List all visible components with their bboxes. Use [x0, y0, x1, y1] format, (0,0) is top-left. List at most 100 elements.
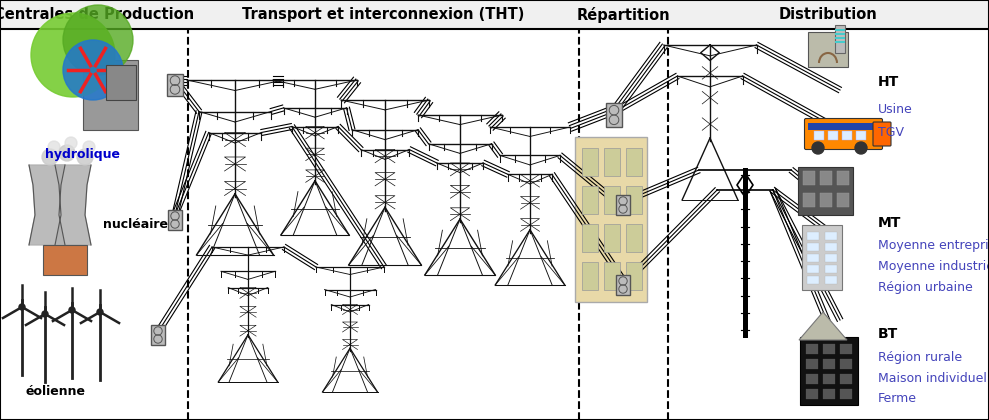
Text: HT: HT — [878, 75, 899, 89]
FancyBboxPatch shape — [873, 122, 891, 146]
Text: éolienne: éolienne — [25, 385, 85, 398]
Polygon shape — [55, 165, 91, 245]
Bar — [626, 262, 642, 290]
Bar — [803, 193, 815, 207]
Bar — [807, 243, 819, 251]
Text: Région rurale: Région rurale — [878, 351, 962, 363]
Text: MT: MT — [878, 215, 902, 230]
Bar — [604, 186, 620, 214]
Bar — [808, 32, 848, 67]
Bar — [837, 193, 849, 207]
Circle shape — [97, 309, 103, 315]
Bar — [604, 148, 620, 176]
Bar — [626, 224, 642, 252]
Text: Répartition: Répartition — [577, 7, 670, 23]
Bar — [823, 359, 835, 369]
Bar — [798, 167, 853, 215]
Bar — [837, 171, 849, 185]
Bar — [151, 325, 165, 345]
Bar — [807, 232, 819, 240]
Text: Usine: Usine — [878, 103, 913, 116]
Text: nucléaire: nucléaire — [103, 218, 168, 231]
Bar — [825, 276, 837, 284]
Circle shape — [812, 142, 824, 154]
Bar — [802, 340, 844, 368]
Bar — [807, 254, 819, 262]
Bar — [828, 131, 838, 140]
Bar — [825, 232, 837, 240]
Text: Région urbaine: Région urbaine — [878, 281, 973, 294]
Bar — [800, 337, 858, 405]
Circle shape — [31, 13, 115, 97]
Circle shape — [77, 149, 93, 165]
Bar — [835, 25, 845, 53]
Bar — [835, 37, 845, 39]
Bar — [616, 195, 630, 215]
Bar — [820, 193, 832, 207]
Text: Centrales de Production: Centrales de Production — [0, 7, 194, 22]
Bar — [807, 265, 819, 273]
Bar — [823, 344, 835, 354]
Bar — [806, 344, 818, 354]
Text: hydrolique: hydrolique — [45, 148, 120, 161]
Bar — [582, 224, 598, 252]
Circle shape — [63, 5, 133, 75]
Bar — [83, 60, 138, 130]
Bar — [606, 103, 622, 127]
Text: Transport et interconnexion (THT): Transport et interconnexion (THT) — [242, 7, 524, 22]
Bar — [626, 148, 642, 176]
Bar — [835, 29, 845, 31]
Text: Ferme: Ferme — [878, 393, 917, 405]
Bar — [814, 131, 824, 140]
Bar — [616, 275, 630, 295]
Bar — [835, 33, 845, 35]
Bar — [803, 171, 815, 185]
Bar — [807, 276, 819, 284]
Circle shape — [69, 307, 75, 313]
Circle shape — [42, 311, 48, 317]
Bar — [823, 389, 835, 399]
Text: Moyenne industrie: Moyenne industrie — [878, 260, 989, 273]
Bar — [168, 210, 182, 230]
Circle shape — [83, 141, 95, 153]
Bar — [840, 344, 852, 354]
Bar — [626, 186, 642, 214]
Bar — [0, 0, 989, 29]
Text: Distribution: Distribution — [779, 7, 877, 22]
Circle shape — [65, 137, 77, 149]
Bar — [840, 359, 852, 369]
Bar — [806, 359, 818, 369]
Bar — [835, 41, 845, 43]
Polygon shape — [29, 165, 65, 245]
Bar — [167, 74, 183, 96]
Bar — [582, 262, 598, 290]
Bar — [825, 265, 837, 273]
Polygon shape — [799, 312, 847, 340]
Circle shape — [42, 149, 58, 165]
Bar — [582, 148, 598, 176]
Bar — [43, 245, 87, 275]
Text: Moyenne entreprise: Moyenne entreprise — [878, 239, 989, 252]
FancyBboxPatch shape — [804, 118, 882, 150]
Bar — [604, 262, 620, 290]
Bar — [856, 131, 866, 140]
Bar — [820, 171, 832, 185]
Bar — [604, 224, 620, 252]
Bar — [840, 374, 852, 384]
Bar — [823, 374, 835, 384]
Circle shape — [48, 141, 60, 153]
Text: Maison individuelle: Maison individuelle — [878, 372, 989, 384]
Bar — [802, 225, 842, 290]
Circle shape — [59, 145, 75, 161]
Bar — [840, 389, 852, 399]
Circle shape — [63, 40, 123, 100]
Bar — [842, 131, 852, 140]
Bar — [825, 254, 837, 262]
Bar — [825, 243, 837, 251]
Bar — [106, 65, 136, 100]
Bar — [582, 186, 598, 214]
Text: BT: BT — [878, 327, 898, 341]
Circle shape — [19, 304, 25, 310]
Text: TGV: TGV — [878, 126, 904, 139]
Bar — [808, 123, 879, 130]
